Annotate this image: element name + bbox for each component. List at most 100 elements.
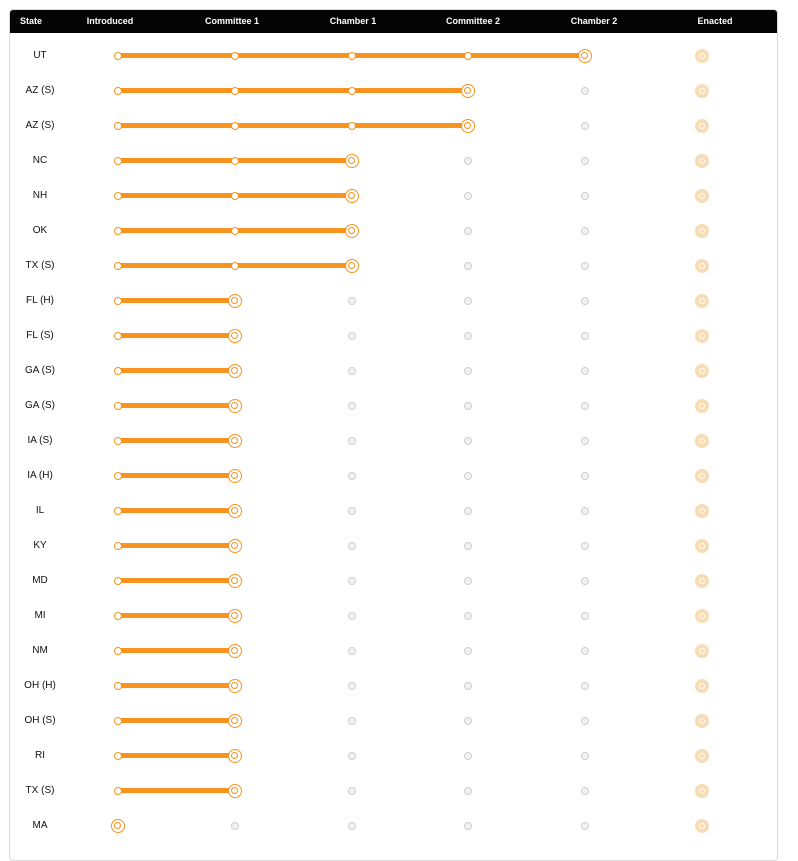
enacted-icon: [695, 783, 709, 798]
pending-stage-dot: [464, 226, 472, 235]
completed-stage-dot: [114, 611, 122, 620]
completed-stage-dot: [114, 576, 122, 585]
current-stage-marker: [228, 538, 242, 553]
header-enacted: Enacted: [697, 16, 733, 26]
enacted-icon: [695, 258, 709, 273]
completed-stage-dot: [114, 86, 122, 95]
pending-stage-dot: [464, 366, 472, 375]
pending-stage-dot: [581, 576, 589, 585]
state-label-text: AZ (S): [25, 120, 55, 131]
enacted-icon: [695, 83, 709, 98]
progress-track: [118, 648, 235, 653]
header-chamber-2: Chamber 2: [570, 16, 618, 26]
progress-track: [118, 718, 235, 723]
pending-stage-dot: [464, 576, 472, 585]
completed-stage-dot: [114, 401, 122, 410]
pending-stage-dot: [581, 366, 589, 375]
progress-track: [118, 473, 235, 478]
completed-stage-dot: [464, 51, 472, 60]
pending-stage-dot: [581, 751, 589, 760]
pending-stage-dot: [348, 366, 356, 375]
pending-stage-dot: [464, 331, 472, 340]
state-label-text: GA (S): [24, 365, 56, 376]
pending-stage-dot: [464, 191, 472, 200]
pending-stage-dot: [581, 821, 589, 830]
table-row: NC: [10, 143, 777, 178]
header-chamber-1: Chamber 1: [329, 16, 377, 26]
progress-track: [118, 613, 235, 618]
pending-stage-dot: [348, 401, 356, 410]
pending-stage-dot: [581, 121, 589, 130]
table-row: OK: [10, 213, 777, 248]
current-stage-marker: [345, 188, 359, 203]
state-label-text: IL: [35, 505, 45, 516]
progress-track: [118, 788, 235, 793]
pending-stage-dot: [581, 296, 589, 305]
pending-stage-dot: [348, 716, 356, 725]
completed-stage-dot: [114, 541, 122, 550]
completed-stage-dot: [231, 51, 239, 60]
current-stage-marker: [345, 223, 359, 238]
pending-stage-dot: [581, 261, 589, 270]
completed-stage-dot: [114, 366, 122, 375]
enacted-icon: [695, 363, 709, 378]
enacted-icon: [695, 608, 709, 623]
state-label-text: NM: [32, 645, 48, 656]
pending-stage-dot: [348, 331, 356, 340]
enacted-icon: [695, 398, 709, 413]
enacted-icon: [695, 48, 709, 63]
pending-stage-dot: [581, 86, 589, 95]
pending-stage-dot: [464, 751, 472, 760]
state-label-text: TX (S): [25, 260, 55, 271]
current-stage-marker: [228, 293, 242, 308]
pending-stage-dot: [348, 436, 356, 445]
state-label-text: KY: [33, 540, 47, 551]
pending-stage-dot: [581, 191, 589, 200]
progress-track: [118, 543, 235, 548]
table-row: TX (S): [10, 248, 777, 283]
pending-stage-dot: [581, 716, 589, 725]
progress-track: [118, 683, 235, 688]
pending-stage-dot: [464, 506, 472, 515]
enacted-icon: [695, 573, 709, 588]
pending-stage-dot: [464, 156, 472, 165]
pending-stage-dot: [581, 156, 589, 165]
pending-stage-dot: [581, 331, 589, 340]
state-label-text: IA (H): [27, 470, 53, 481]
completed-stage-dot: [231, 121, 239, 130]
state-label-text: MA: [32, 820, 48, 831]
state-label-text: RI: [35, 750, 45, 761]
state-label-text: FL (H): [26, 295, 54, 306]
state-label-text: OK: [32, 225, 48, 236]
progress-track: [118, 403, 235, 408]
table-header: State Introduced Committee 1 Chamber 1 C…: [10, 10, 777, 33]
pending-stage-dot: [348, 786, 356, 795]
pending-stage-dot: [464, 541, 472, 550]
state-label-text: OH (S): [24, 715, 56, 726]
current-stage-marker: [228, 608, 242, 623]
table-row: OH (S): [10, 703, 777, 738]
pending-stage-dot: [464, 611, 472, 620]
enacted-icon: [695, 153, 709, 168]
progress-track: [118, 368, 235, 373]
header-committee-2: Committee 2: [445, 16, 501, 26]
pending-stage-dot: [348, 541, 356, 550]
current-stage-marker: [461, 118, 475, 133]
enacted-icon: [695, 188, 709, 203]
completed-stage-dot: [114, 156, 122, 165]
progress-track: [118, 333, 235, 338]
completed-stage-dot: [114, 331, 122, 340]
completed-stage-dot: [114, 716, 122, 725]
table-row: TX (S): [10, 773, 777, 808]
completed-stage-dot: [231, 261, 239, 270]
pending-stage-dot: [464, 716, 472, 725]
completed-stage-dot: [348, 121, 356, 130]
completed-stage-dot: [231, 226, 239, 235]
state-label-text: TX (S): [25, 785, 55, 796]
current-stage-marker: [228, 573, 242, 588]
enacted-icon: [695, 713, 709, 728]
state-label-text: MI: [34, 610, 46, 621]
pending-stage-dot: [348, 506, 356, 515]
pending-stage-dot: [464, 646, 472, 655]
pending-stage-dot: [464, 681, 472, 690]
